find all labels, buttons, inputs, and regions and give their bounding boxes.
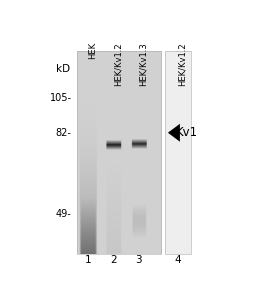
Bar [165,51,191,254]
Text: 4: 4 [175,255,181,265]
Text: 49-: 49- [56,209,72,219]
Text: HEK/Kv1.3: HEK/Kv1.3 [138,42,147,86]
Text: kD: kD [56,64,70,74]
Text: HEK/Kv1.2: HEK/Kv1.2 [113,42,122,86]
Text: HEK: HEK [89,42,98,59]
Text: HEK/Kv1.2: HEK/Kv1.2 [178,42,187,86]
Text: 105-: 105- [50,93,72,103]
Bar [165,51,191,254]
Text: 3: 3 [135,255,142,265]
Text: 82-: 82- [56,128,72,138]
Bar [77,51,161,254]
Text: 1: 1 [85,255,92,265]
Text: 2: 2 [110,255,117,265]
Polygon shape [168,124,180,142]
Text: Kv1: Kv1 [176,126,198,139]
